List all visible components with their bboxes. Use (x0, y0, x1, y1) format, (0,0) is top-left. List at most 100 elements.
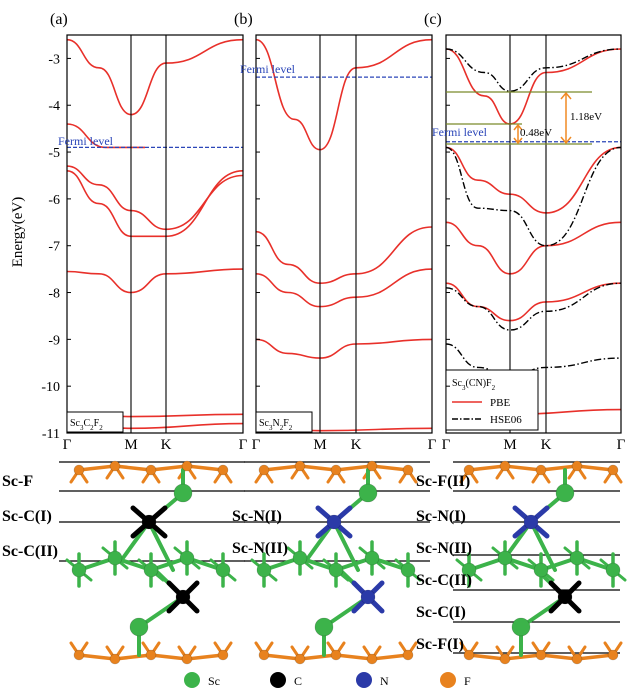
bond (262, 464, 302, 472)
panel-b-letter: (b) (234, 11, 253, 28)
Sc-atom (511, 617, 531, 637)
structure-labels: Sc-F Sc-C(I) Sc-C(II) Sc-N(I) Sc-N(II) Sc-F(I… (2, 473, 472, 653)
F-atom (330, 649, 342, 661)
structure-layer-label: Sc-F (2, 473, 33, 490)
gap-arrow-small (513, 123, 523, 145)
structure-layer-label: Sc-N(I) (416, 508, 466, 525)
structure-layer-label: Sc-C(II) (2, 543, 58, 560)
bond (185, 464, 225, 472)
legend-pbe-label: PBE (490, 397, 510, 409)
panel-a-material-box (66, 411, 124, 433)
F-atom (258, 464, 270, 476)
bond (334, 653, 374, 661)
F-atom (535, 649, 547, 661)
panel-frame (445, 34, 622, 434)
legend-F-marker (440, 672, 456, 688)
Sc-atom (143, 562, 159, 578)
F-atom (366, 653, 378, 665)
Sc-atom (364, 550, 380, 566)
band-line-hse-7 (445, 282, 622, 331)
bond (467, 464, 507, 472)
x-tick-label: Γ (442, 437, 451, 453)
Sc-atom (400, 562, 416, 578)
y-tick-label: -7 (48, 240, 60, 255)
F-atom (366, 460, 378, 472)
bond (147, 520, 175, 572)
gap-arrow-large (560, 91, 572, 145)
bond (298, 653, 338, 661)
F-atom (217, 464, 229, 476)
bond (575, 464, 615, 472)
panel-a-material-label: Sc3C2F2 (70, 418, 103, 432)
panel-b-fermi-label: Fermi level (240, 62, 296, 76)
panel-c-bands (445, 48, 622, 416)
bond (113, 464, 153, 472)
x-tick-label: Γ (252, 437, 261, 453)
F-atom (330, 464, 342, 476)
bond (298, 464, 338, 472)
legend-N-marker (356, 672, 372, 688)
structure-layer-label: Sc-F(I) (416, 636, 464, 653)
Sc-atom (497, 550, 513, 566)
panel-c: (c) Fermi level 0.48eV 1.18eV Sc3(CN)F2 … (424, 11, 622, 434)
panel-b-frame (255, 34, 433, 434)
band-line-pbe-1 (255, 226, 433, 285)
y-tick-label: -5 (48, 146, 60, 161)
F-atom (499, 653, 511, 665)
bond (262, 653, 302, 661)
x-tick-label: Γ (63, 437, 72, 453)
structure-layer-label: Sc-N(II) (416, 540, 472, 557)
band-line-pbe-0 (255, 38, 433, 151)
F-atom (181, 460, 193, 472)
bond (539, 653, 579, 661)
structure-layer-label: Sc-C(I) (2, 508, 52, 525)
legend-F-label: F (464, 674, 471, 688)
bond (370, 464, 410, 472)
Sc-atom (555, 483, 575, 503)
F-atom (73, 649, 85, 661)
F-atom (294, 460, 306, 472)
Sc-atom (173, 483, 193, 503)
panel-b-material-box (255, 411, 313, 433)
y-axis-ticks: -3 -4 -5 -6 -7 -8 -9 -10 -11 (41, 52, 450, 442)
Sc-atom (314, 617, 334, 637)
Sc-atom (569, 550, 585, 566)
band-line-pbe-1 (445, 146, 622, 214)
bond (77, 464, 117, 472)
bond (185, 653, 225, 661)
N-atom (523, 514, 539, 530)
Sc-atom (71, 562, 87, 578)
legend-Sc-marker (184, 672, 200, 688)
C-atom (175, 589, 191, 605)
gap-small-label: 0.48eV (520, 127, 552, 139)
y-tick-label: -11 (42, 427, 60, 442)
bond (467, 653, 507, 661)
N-atom (326, 514, 342, 530)
band-line-pbe-4 (66, 268, 244, 294)
F-atom (571, 460, 583, 472)
band-line-pbe-2 (255, 268, 433, 308)
bond (503, 653, 543, 661)
y-tick-label: -6 (48, 193, 60, 208)
F-atom (499, 460, 511, 472)
bond (149, 653, 189, 661)
F-atom (402, 649, 414, 661)
bond (370, 653, 410, 661)
y-tick-label: -9 (48, 333, 60, 348)
Sc-atom (292, 550, 308, 566)
Sc-atom (328, 562, 344, 578)
structure-layer-label: Sc-F(II) (416, 473, 470, 490)
x-tick-label: Γ (428, 437, 437, 453)
y-tick-label: -3 (48, 52, 60, 67)
legend-hse-label: HSE06 (490, 414, 522, 426)
bond (334, 464, 374, 472)
F-atom (181, 653, 193, 665)
panel-frame (255, 34, 433, 434)
Sc-atom (358, 483, 378, 503)
panel-a-bands (66, 38, 244, 430)
band-line-hse-6 (445, 146, 622, 247)
F-atom (145, 464, 157, 476)
Sc-atom (605, 562, 621, 578)
panel-a-fermi-label: Fermi level (58, 134, 114, 148)
